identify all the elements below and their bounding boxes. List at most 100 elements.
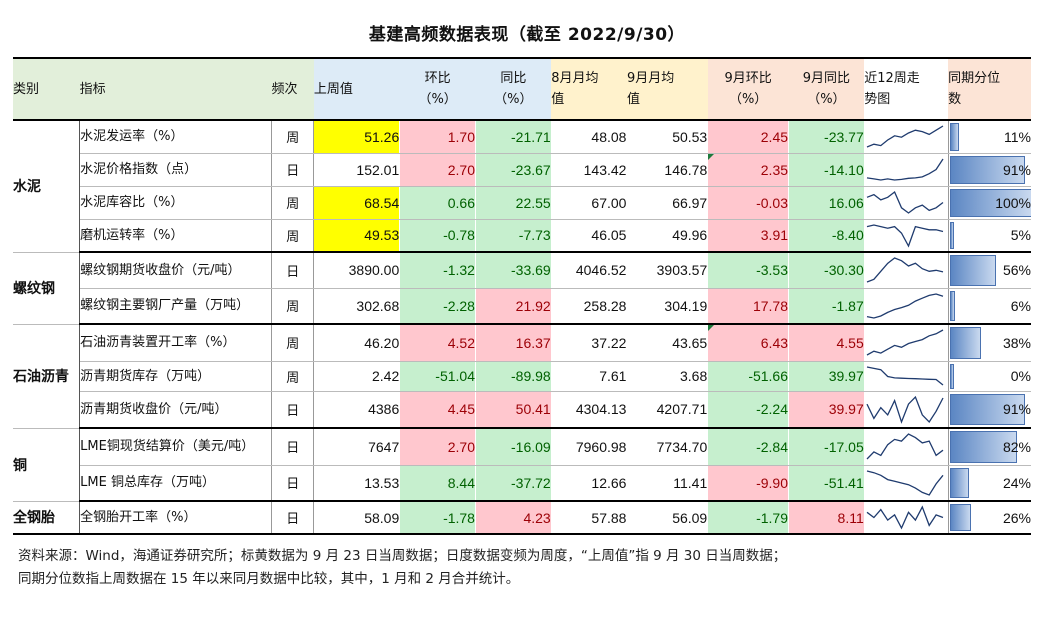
source-note: 资料来源：Wind，海通证券研究所；标黄数据为 9 月 23 日当周数据；日度数… xyxy=(18,545,1038,591)
yoy-value: 16.37 xyxy=(475,324,552,362)
header-yoy: 同比 （%） xyxy=(475,57,552,121)
sep-mom-text: -1.79 xyxy=(756,509,789,526)
yoy-value: 50.41 xyxy=(475,391,552,429)
source-line-2: 同期分位数指上周数据在 15 年以来同月数据中比较，其中，1 月和 2 月合并统… xyxy=(18,571,520,587)
aug-avg-value: 143.42 xyxy=(551,153,628,187)
wow-value: -1.78 xyxy=(399,501,476,535)
percentile-cell: 5% xyxy=(948,219,1031,253)
header-wow: 环比 （%） xyxy=(399,57,476,121)
frequency-cell: 日 xyxy=(271,153,315,187)
percentile-text: 56% xyxy=(1002,262,1031,279)
sep-avg-value: 66.97 xyxy=(626,186,709,220)
wow-value: -2.28 xyxy=(399,288,476,325)
percentile-text: 26% xyxy=(1002,509,1031,526)
sep-avg-value: 4207.71 xyxy=(626,391,709,429)
percentile-text: 91% xyxy=(1002,161,1031,178)
sparkline-path xyxy=(866,224,943,248)
header-category: 类别 xyxy=(13,57,80,121)
percentile-text: 82% xyxy=(1002,438,1031,455)
frequency-cell: 日 xyxy=(271,465,315,502)
last-week-value: 68.54 xyxy=(313,186,401,220)
sep-yoy-value: -14.10 xyxy=(788,153,865,187)
wow-value: 4.45 xyxy=(399,391,476,429)
trend-sparkline xyxy=(866,433,944,460)
sep-mom-value: 17.78 xyxy=(707,288,790,325)
sep-mom-value: 2.45 xyxy=(707,120,790,154)
yoy-value: -16.09 xyxy=(475,428,552,466)
percentile-cell: 38% xyxy=(948,324,1031,362)
header-aug-avg: 8月月均 值 xyxy=(551,57,627,121)
frequency-cell: 周 xyxy=(271,324,315,362)
aug-avg-value: 67.00 xyxy=(551,186,628,220)
aug-avg-value: 4304.13 xyxy=(551,391,628,429)
sparkline-path xyxy=(866,158,944,181)
sparkline-cell xyxy=(864,219,949,253)
frequency-cell: 日 xyxy=(271,252,315,289)
sparkline-cell xyxy=(864,153,949,187)
percentile-text: 100% xyxy=(995,194,1031,211)
sep-mom-value: -0.03 xyxy=(707,186,790,220)
sep-avg-value: 11.41 xyxy=(626,465,709,502)
frequency-cell: 周 xyxy=(271,288,315,325)
sep-yoy-value: 16.06 xyxy=(788,186,865,220)
table-title: 基建高频数据表现（截至 2022/9/30） xyxy=(368,25,686,45)
sparkline-cell xyxy=(864,428,949,466)
wow-value: 2.70 xyxy=(399,428,476,466)
sep-avg-value: 56.09 xyxy=(626,501,709,535)
table-row: LME 铜总库存（万吨）日 13.53 8.44 -37.72 12.66 11.41 -9… xyxy=(13,465,1031,502)
sep-avg-value: 3.68 xyxy=(626,361,709,392)
sep-avg-value: 7734.70 xyxy=(626,428,709,466)
sparkline-path xyxy=(866,470,944,496)
last-week-value: 4386 xyxy=(313,391,401,429)
sep-avg-value: 50.53 xyxy=(626,120,709,154)
percentile-text: 38% xyxy=(1002,334,1031,351)
sep-yoy-value: -17.05 xyxy=(788,428,865,466)
indicator-cell: LME铜现货结算价（美元/吨） xyxy=(79,428,273,466)
header-indicator: 指标 xyxy=(79,57,272,121)
indicator-cell: 沥青期货收盘价（元/吨） xyxy=(79,391,273,429)
aug-avg-value: 4046.52 xyxy=(551,252,628,289)
last-week-value: 3890.00 xyxy=(313,252,401,289)
sparkline-cell xyxy=(864,120,949,154)
percentile-bar xyxy=(949,188,1031,217)
sep-avg-value: 3903.57 xyxy=(626,252,709,289)
data-table: 类别 指标 频次 上周值 环比 （%） 同比 （%） 8月月均 值 9月月均 值… xyxy=(13,57,1031,535)
sep-mom-value: 3.91 xyxy=(707,219,790,253)
sparkline-path xyxy=(866,257,943,283)
frequency-cell: 日 xyxy=(271,391,315,429)
frequency-cell: 周 xyxy=(271,219,315,253)
percentile-cell: 11% xyxy=(948,120,1031,154)
last-week-value: 51.26 xyxy=(313,120,401,154)
indicator-cell: 水泥库容比（%） xyxy=(79,186,273,220)
comment-marker-icon xyxy=(708,153,715,160)
sep-mom-value: -2.24 xyxy=(707,391,790,429)
header-sep-avg: 9月月均 值 xyxy=(626,57,708,121)
table-row: 铜 LME铜现货结算价（美元/吨）日 7647 2.70 -16.09 7960.98 77… xyxy=(13,428,1031,502)
trend-sparkline xyxy=(866,329,944,356)
sep-mom-text: 6.43 xyxy=(760,334,789,351)
indicator-cell: 全钢胎开工率（%） xyxy=(79,501,273,535)
sparkline-cell xyxy=(864,252,949,289)
sep-mom-value: -51.66 xyxy=(707,361,790,392)
frequency-cell: 周 xyxy=(271,186,315,220)
header-sep-mom: 9月环比 （%） xyxy=(707,57,789,121)
aug-avg-value: 48.08 xyxy=(551,120,628,154)
sparkline-path xyxy=(866,329,944,356)
yoy-value: -7.73 xyxy=(475,219,552,253)
last-week-value: 13.53 xyxy=(313,465,401,502)
percentile-bar xyxy=(949,123,959,151)
header-sep-yoy: 9月同比 （%） xyxy=(788,57,865,121)
wow-value: -0.78 xyxy=(399,219,476,253)
table-row: 水泥价格指数（点）日 152.01 2.70 -23.67 143.42 146.78 2.… xyxy=(13,153,1031,187)
table-row: 螺纹钢主要钢厂产量（万吨）周 302.68 -2.28 21.92 258.28 304.… xyxy=(13,288,1031,325)
header-last-week: 上周值 xyxy=(313,57,400,121)
sep-yoy-value: 39.97 xyxy=(788,391,865,429)
percentile-cell: 24% xyxy=(948,465,1031,502)
table-row: 水泥 水泥发运率（%）周 51.26 1.70 -21.71 48.08 50.53 2.45… xyxy=(13,120,1031,253)
sep-mom-text: 2.45 xyxy=(760,128,789,145)
trend-sparkline xyxy=(866,366,944,386)
yoy-value: 4.23 xyxy=(475,501,552,535)
percentile-cell: 6% xyxy=(948,288,1031,325)
sep-avg-value: 146.78 xyxy=(626,153,709,187)
last-week-value: 46.20 xyxy=(313,324,401,362)
